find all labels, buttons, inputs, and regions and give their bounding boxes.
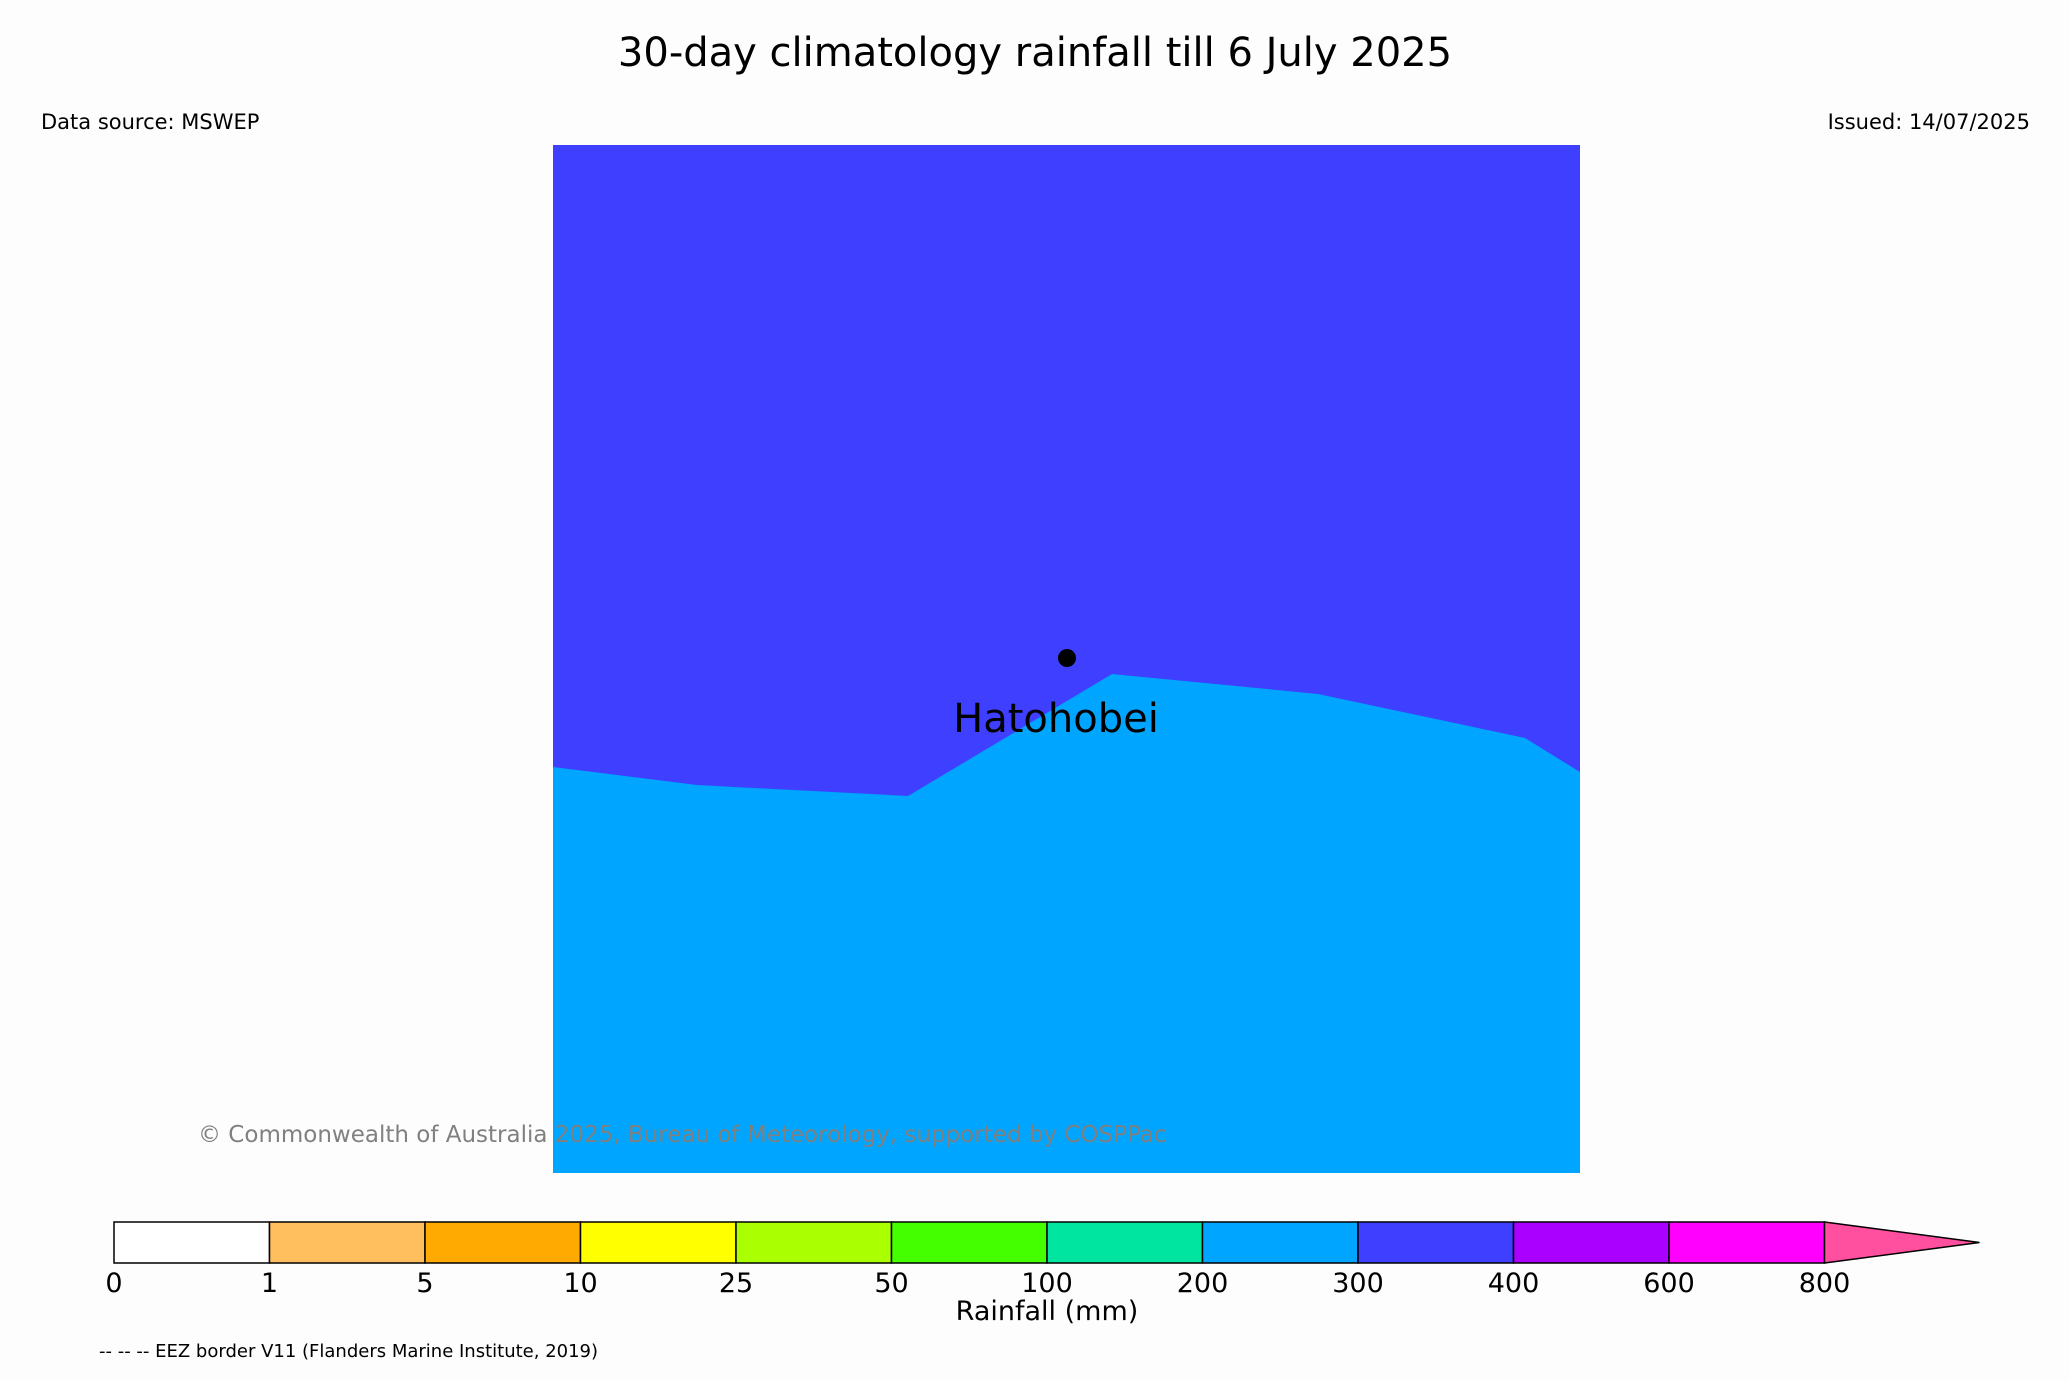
colorbar-segment: [1512, 1221, 1670, 1264]
colorbar-extend-arrow: [1823, 1221, 1980, 1264]
site-marker: [1058, 649, 1076, 667]
colorbar-segment: [113, 1221, 271, 1264]
colorbar-segment: [890, 1221, 1048, 1264]
colorbar-tick-label: 600: [1643, 1268, 1695, 1299]
rainfall-map: Hatohobei: [553, 145, 1580, 1173]
data-source-label: Data source: MSWEP: [41, 110, 260, 134]
colorbar-segment: [424, 1221, 582, 1264]
colorbar-segment: [579, 1221, 737, 1264]
chart-title: 30-day climatology rainfall till 6 July …: [617, 30, 1453, 76]
eez-border-note: -- -- -- EEZ border V11 (Flanders Marine…: [99, 1341, 599, 1362]
colorbar-tick-label: 25: [718, 1268, 754, 1299]
colorbar-tick-label: 400: [1487, 1268, 1540, 1299]
colorbar-tick-label: 0: [105, 1268, 123, 1299]
issued-date-label: Issued: 14/07/2025: [1827, 110, 2030, 134]
colorbar-segment: [1357, 1221, 1515, 1264]
colorbar-segment: [1046, 1221, 1204, 1264]
colorbar-tick-label: 800: [1798, 1268, 1851, 1299]
site-label: Hatohobei: [953, 696, 1159, 742]
colorbar-tick-label: 50: [874, 1268, 909, 1299]
copyright-notice: © Commonwealth of Australia 2025, Bureau…: [198, 1122, 1167, 1148]
colorbar-tick-label: 300: [1332, 1268, 1384, 1299]
colorbar-segment: [268, 1221, 426, 1264]
colorbar-segment: [735, 1221, 893, 1264]
colorbar-tick-label: 100: [1021, 1268, 1073, 1299]
colorbar-tick-label: 200: [1176, 1268, 1229, 1299]
colorbar-tick-label: 10: [563, 1268, 598, 1299]
colorbar-segment: [1201, 1221, 1359, 1264]
colorbar-tick-label: 1: [260, 1268, 279, 1299]
region-200-300: [553, 674, 1580, 1173]
colorbar-tick-label: 5: [416, 1268, 434, 1299]
colorbar-segment: [1668, 1221, 1826, 1264]
colorbar-label: Rainfall (mm): [955, 1296, 1139, 1327]
